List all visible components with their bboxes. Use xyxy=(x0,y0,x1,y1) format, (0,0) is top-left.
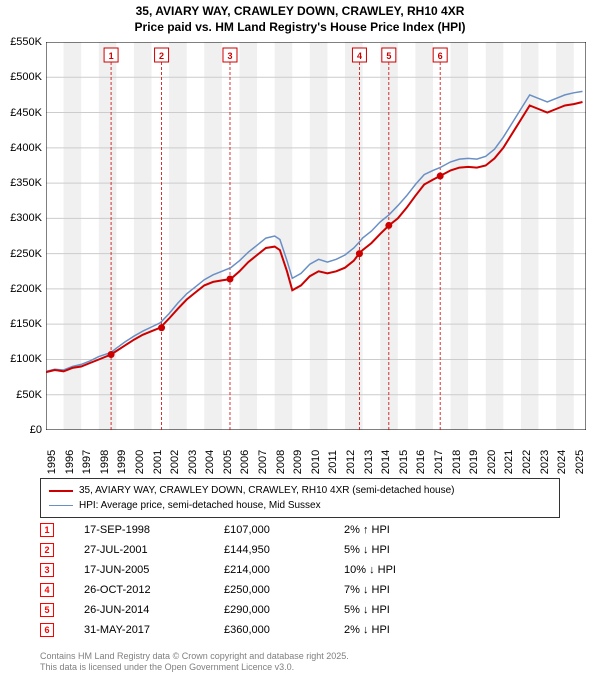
svg-text:6: 6 xyxy=(438,51,443,61)
svg-text:4: 4 xyxy=(357,51,362,61)
x-tick-label: 2017 xyxy=(433,450,445,474)
y-axis: £0£50K£100K£150K£200K£250K£300K£350K£400… xyxy=(0,42,44,430)
y-tick-label: £50K xyxy=(16,389,42,401)
sale-date: 27-JUL-2001 xyxy=(84,544,194,556)
x-tick-label: 2025 xyxy=(574,450,586,474)
sale-marker-number: 5 xyxy=(40,603,54,617)
x-tick-label: 2018 xyxy=(451,450,463,474)
sale-diff: 2% ↓ HPI xyxy=(344,624,464,636)
legend-item: HPI: Average price, semi-detached house,… xyxy=(49,498,551,513)
sales-row: 2 27-JUL-2001 £144,950 5% ↓ HPI xyxy=(40,540,464,560)
sale-diff: 7% ↓ HPI xyxy=(344,584,464,596)
sale-price: £360,000 xyxy=(224,624,314,636)
sale-price: £214,000 xyxy=(224,564,314,576)
sale-diff: 5% ↓ HPI xyxy=(344,604,464,616)
sale-price: £107,000 xyxy=(224,524,314,536)
x-tick-label: 1998 xyxy=(99,450,111,474)
x-tick-label: 1995 xyxy=(46,450,58,474)
svg-text:2: 2 xyxy=(159,51,164,61)
x-tick-label: 1997 xyxy=(81,450,93,474)
title-line1: 35, AVIARY WAY, CRAWLEY DOWN, CRAWLEY, R… xyxy=(0,4,600,20)
sale-price: £290,000 xyxy=(224,604,314,616)
sale-price: £144,950 xyxy=(224,544,314,556)
x-tick-label: 2015 xyxy=(398,450,410,474)
chart-title: 35, AVIARY WAY, CRAWLEY DOWN, CRAWLEY, R… xyxy=(0,0,600,35)
y-tick-label: £0 xyxy=(30,424,42,436)
title-line2: Price paid vs. HM Land Registry's House … xyxy=(0,20,600,36)
x-tick-label: 2012 xyxy=(345,450,357,474)
x-tick-label: 2023 xyxy=(539,450,551,474)
x-tick-label: 2006 xyxy=(239,450,251,474)
x-tick-label: 2013 xyxy=(363,450,375,474)
sale-date: 31-MAY-2017 xyxy=(84,624,194,636)
sales-table: 1 17-SEP-1998 £107,000 2% ↑ HPI 2 27-JUL-2001… xyxy=(40,520,464,640)
y-tick-label: £350K xyxy=(10,177,42,189)
sales-row: 1 17-SEP-1998 £107,000 2% ↑ HPI xyxy=(40,520,464,540)
x-tick-label: 2001 xyxy=(152,450,164,474)
legend: 35, AVIARY WAY, CRAWLEY DOWN, CRAWLEY, R… xyxy=(40,478,560,518)
chart-container: 35, AVIARY WAY, CRAWLEY DOWN, CRAWLEY, R… xyxy=(0,0,600,680)
chart-plot-area: 1 2 3 4 5 6 xyxy=(46,42,586,430)
x-tick-label: 2002 xyxy=(169,450,181,474)
x-tick-label: 2003 xyxy=(187,450,199,474)
footer-line2: This data is licensed under the Open Gov… xyxy=(40,662,349,674)
x-axis: 1995 1996 1997 1998 1999 2000 2001 2002 2003 2004… xyxy=(46,432,586,472)
x-tick-label: 2021 xyxy=(503,450,515,474)
legend-swatch xyxy=(49,505,73,507)
x-tick-label: 2009 xyxy=(292,450,304,474)
x-tick-label: 2004 xyxy=(204,450,216,474)
svg-text:1: 1 xyxy=(109,51,114,61)
y-tick-label: £300K xyxy=(10,212,42,224)
svg-text:3: 3 xyxy=(227,51,232,61)
chart-svg: 1 2 3 4 5 6 xyxy=(46,42,586,430)
footer-line1: Contains HM Land Registry data © Crown c… xyxy=(40,651,349,663)
y-tick-label: £200K xyxy=(10,283,42,295)
legend-swatch xyxy=(49,490,73,492)
legend-label: 35, AVIARY WAY, CRAWLEY DOWN, CRAWLEY, R… xyxy=(79,483,455,498)
sale-date: 17-SEP-1998 xyxy=(84,524,194,536)
x-tick-label: 2007 xyxy=(257,450,269,474)
svg-text:5: 5 xyxy=(386,51,391,61)
sale-marker-number: 4 xyxy=(40,583,54,597)
sale-price: £250,000 xyxy=(224,584,314,596)
sales-row: 3 17-JUN-2005 £214,000 10% ↓ HPI xyxy=(40,560,464,580)
x-tick-label: 1999 xyxy=(116,450,128,474)
sale-marker-number: 3 xyxy=(40,563,54,577)
x-tick-label: 2014 xyxy=(380,450,392,474)
y-tick-label: £150K xyxy=(10,318,42,330)
footer-attribution: Contains HM Land Registry data © Crown c… xyxy=(40,651,349,674)
y-tick-label: £250K xyxy=(10,248,42,260)
sales-row: 4 26-OCT-2012 £250,000 7% ↓ HPI xyxy=(40,580,464,600)
x-tick-label: 2011 xyxy=(327,450,339,474)
x-tick-label: 2019 xyxy=(468,450,480,474)
sale-diff: 2% ↑ HPI xyxy=(344,524,464,536)
y-tick-label: £550K xyxy=(10,36,42,48)
sale-diff: 5% ↓ HPI xyxy=(344,544,464,556)
x-tick-label: 2005 xyxy=(222,450,234,474)
sale-date: 26-OCT-2012 xyxy=(84,584,194,596)
x-tick-label: 2022 xyxy=(521,450,533,474)
x-tick-label: 2000 xyxy=(134,450,146,474)
sale-date: 26-JUN-2014 xyxy=(84,604,194,616)
y-tick-label: £400K xyxy=(10,142,42,154)
y-tick-label: £450K xyxy=(10,107,42,119)
sale-diff: 10% ↓ HPI xyxy=(344,564,464,576)
x-tick-label: 2024 xyxy=(556,450,568,474)
sales-row: 6 31-MAY-2017 £360,000 2% ↓ HPI xyxy=(40,620,464,640)
x-tick-label: 1996 xyxy=(64,450,76,474)
legend-item: 35, AVIARY WAY, CRAWLEY DOWN, CRAWLEY, R… xyxy=(49,483,551,498)
x-tick-label: 2010 xyxy=(310,450,322,474)
sales-row: 5 26-JUN-2014 £290,000 5% ↓ HPI xyxy=(40,600,464,620)
legend-label: HPI: Average price, semi-detached house,… xyxy=(79,498,321,513)
x-tick-label: 2008 xyxy=(275,450,287,474)
sale-marker-number: 6 xyxy=(40,623,54,637)
sale-marker-number: 1 xyxy=(40,523,54,537)
y-tick-label: £100K xyxy=(10,353,42,365)
y-tick-label: £500K xyxy=(10,71,42,83)
sale-date: 17-JUN-2005 xyxy=(84,564,194,576)
x-tick-label: 2020 xyxy=(486,450,498,474)
sale-marker-number: 2 xyxy=(40,543,54,557)
x-tick-label: 2016 xyxy=(415,450,427,474)
